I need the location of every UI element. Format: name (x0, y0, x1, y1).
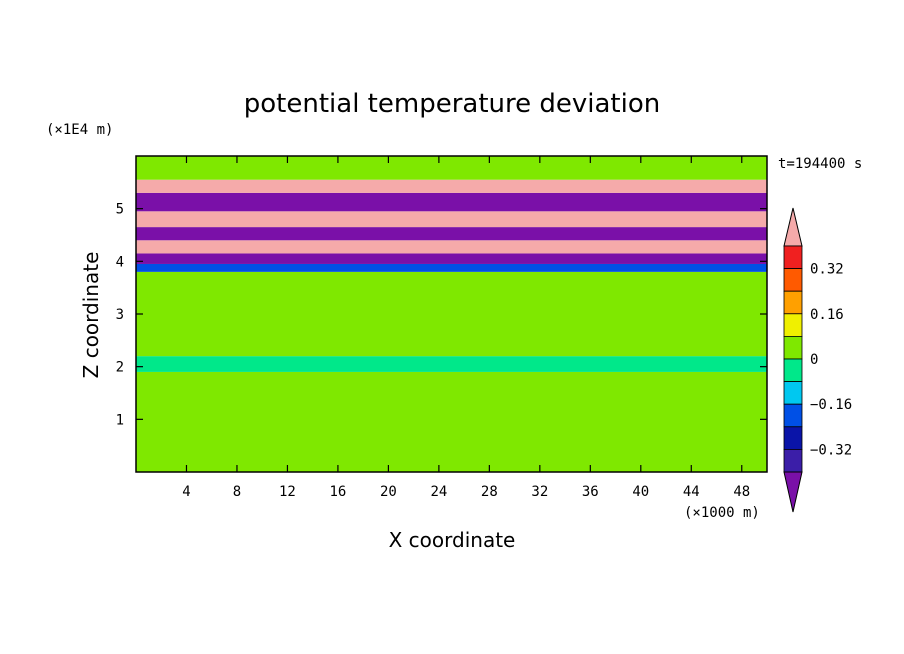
colorbar-tick-label: −0.16 (810, 397, 852, 413)
contour-band (136, 156, 767, 180)
contour-band (136, 263, 767, 272)
colorbar-segment (783, 245, 803, 270)
colorbar-segment (783, 313, 803, 337)
contour-band (136, 211, 767, 228)
x-tick-label: 16 (329, 484, 346, 500)
colorbar-segment (783, 381, 803, 405)
x-tick-label: 44 (683, 484, 700, 500)
x-tick-label: 36 (582, 484, 599, 500)
colorbar-tick-label: 0.32 (810, 262, 844, 278)
y-tick-label: 3 (116, 307, 124, 323)
colorbar-segment (783, 448, 803, 473)
x-tick-label: 32 (531, 484, 548, 500)
contour-field (136, 156, 767, 472)
y-unit-label: (×1E4 m) (46, 122, 113, 138)
y-tick-label: 2 (116, 360, 124, 376)
colorbar-tick-label: 0 (810, 352, 818, 368)
x-axis: 4 8 12 16 20 24 28 32 36 40 44 48 (182, 156, 750, 500)
x-tick-label: 28 (481, 484, 498, 500)
colorbar-max-arrow (783, 207, 803, 247)
colorbar-tick-label: 0.16 (810, 307, 844, 323)
contour-band (136, 356, 767, 372)
x-tick-label: 12 (279, 484, 296, 500)
contour-band (136, 240, 767, 254)
contour-band (136, 253, 767, 264)
x-tick-label: 24 (430, 484, 447, 500)
colorbar-tick-label: −0.32 (810, 442, 852, 458)
x-tick-label: 20 (380, 484, 397, 500)
colorbar-segment (783, 268, 803, 292)
colorbar-segment (783, 335, 803, 360)
colorbar-segment (783, 290, 803, 315)
y-tick-label: 5 (116, 202, 124, 218)
chart-title: potential temperature deviation (244, 89, 660, 119)
contour-band (136, 227, 767, 241)
y-tick-label: 4 (116, 254, 124, 270)
x-tick-label: 48 (733, 484, 750, 500)
colorbar: −0.32 −0.16 0 0.16 0.32 (783, 207, 852, 513)
contour-band (136, 179, 767, 193)
x-tick-label: 4 (182, 484, 190, 500)
colorbar-min-arrow (783, 471, 803, 513)
time-label: t=194400 s (778, 156, 862, 172)
colorbar-segment (783, 403, 803, 428)
x-tick-label: 8 (233, 484, 241, 500)
contour-band (136, 271, 767, 357)
x-unit-label: (×1000 m) (684, 505, 760, 521)
colorbar-segment (783, 426, 803, 450)
y-axis-label: Z coordinate (79, 252, 103, 379)
contour-band (136, 192, 767, 212)
y-axis: 1 2 3 4 5 (116, 202, 767, 428)
colorbar-segment (783, 358, 803, 383)
contour-band (136, 371, 767, 472)
x-axis-label: X coordinate (389, 528, 516, 552)
y-tick-label: 1 (116, 412, 124, 428)
x-tick-label: 40 (632, 484, 649, 500)
